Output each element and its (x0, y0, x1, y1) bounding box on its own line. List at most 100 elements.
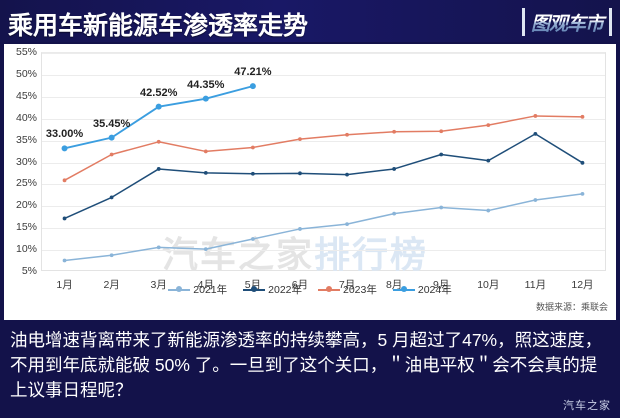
series-point (533, 198, 538, 202)
grid-line (42, 206, 605, 208)
series-point (439, 129, 444, 134)
legend-item-2023年[interactable]: 2023年 (318, 282, 377, 297)
y-axis-tick-label: 10% (15, 243, 37, 256)
series-point (439, 205, 444, 210)
series-point (580, 160, 585, 165)
legend-label: 2024年 (417, 283, 452, 296)
series-point (203, 247, 208, 252)
series-point (109, 152, 114, 157)
data-point-label: 35.45% (92, 117, 131, 130)
grid-line (42, 118, 605, 120)
data-point-label: 42.52% (140, 86, 178, 99)
grid-line (42, 162, 605, 164)
x-axis-tick-label: 7月 (338, 279, 356, 291)
y-axis-tick-label: 20% (15, 199, 37, 212)
series-point (250, 145, 255, 150)
x-axis-tick-label: 3月 (150, 279, 167, 291)
series-point (109, 195, 114, 200)
series-point (250, 237, 255, 241)
legend-item-2024年[interactable]: 2024年 (392, 282, 452, 297)
x-axis-tick-label: 4月 (197, 279, 214, 291)
header-bar: 乘用车新能源车渗透率走势 图观车市 (0, 0, 620, 42)
series-point (62, 258, 67, 263)
grid-line (42, 53, 605, 54)
series-point (203, 170, 208, 175)
legend-swatch-icon (243, 285, 266, 294)
grid-line (42, 228, 605, 230)
series-point (250, 171, 255, 176)
series-point (298, 171, 302, 176)
series-point (298, 227, 302, 231)
series-point (61, 145, 68, 152)
series-point (392, 167, 397, 171)
x-axis-tick-label: 9月 (433, 279, 450, 291)
chart-panel: 5% 10% 15% 20% 25% 30% 35% 40% 45% 50% 55% 汽车之家排行榜… (4, 44, 616, 320)
y-axis-tick-label: 5% (21, 265, 37, 277)
brand-logo: 图观车市 (521, 8, 612, 36)
legend-label: 2023年 (343, 283, 377, 296)
series-point (202, 95, 209, 102)
series-point (580, 114, 585, 119)
legend-item-2022年[interactable]: 2022年 (243, 282, 302, 297)
plot-wrapper: 5% 10% 15% 20% 25% 30% 35% 40% 45% 50% 55% 汽车之家排行榜… (4, 44, 616, 291)
series-line-2023年 (63, 115, 584, 182)
series-point (203, 149, 208, 154)
chart-series-svg (61, 83, 585, 263)
grid-line (42, 250, 605, 252)
data-source-note: 数据来源：乘联会 (535, 302, 608, 312)
y-axis-tick-label: 35% (15, 133, 37, 146)
x-axis-tick-label: 11月 (524, 279, 547, 291)
series-point (109, 253, 114, 258)
series-point (62, 216, 67, 221)
series-line-2021年 (63, 193, 584, 262)
series-point (155, 103, 162, 110)
legend-label: 2022年 (268, 283, 302, 296)
series-point (62, 178, 67, 183)
legend-swatch-icon (318, 285, 340, 294)
series-line-2022年 (63, 133, 584, 220)
page-title: 乘用车新能源车渗透率走势 (8, 12, 309, 40)
data-point-label: 33.00% (45, 128, 84, 141)
data-point-label: 47.21% (234, 66, 272, 79)
series-point (580, 192, 585, 196)
y-axis-tick-label: 45% (15, 89, 37, 102)
y-axis-tick-label: 50% (15, 67, 37, 80)
y-axis-tick-label: 15% (15, 221, 37, 234)
series-point (345, 132, 349, 137)
x-axis-tick-label: 1月 (56, 279, 73, 291)
y-axis-tick-label: 30% (15, 155, 37, 168)
grid-line (42, 140, 605, 142)
series-point (345, 172, 349, 177)
legend-swatch-icon (392, 285, 415, 294)
x-axis-tick-label: 8月 (385, 279, 403, 291)
caption-text: 油电增速背离带来了新能源渗透率的持续攀高，5 月超过了47%，照这速度，不用到年… (10, 330, 603, 400)
legend-label: 2021年 (193, 283, 228, 296)
legend-swatch-icon (168, 285, 191, 294)
y-axis-tick-label: 40% (15, 111, 37, 124)
series-point (156, 139, 161, 144)
series-point (345, 222, 349, 227)
series-point (439, 152, 444, 157)
grid-line (42, 96, 605, 98)
y-axis-tick-label: 55% (15, 46, 37, 58)
y-axis-tick-label: 25% (15, 177, 37, 190)
grid-line (42, 184, 605, 186)
series-point (249, 83, 256, 90)
series-point (156, 167, 161, 171)
series-point (108, 134, 115, 141)
x-axis: 1月 2月 3月 4月 5月 6月 7月 8月 9月 10月 11月 12月 (41, 275, 606, 295)
series-point (156, 245, 161, 250)
series-point (392, 211, 397, 216)
x-axis-tick-label: 6月 (291, 279, 309, 291)
series-point (486, 158, 491, 163)
chart-legend: 2021年 2022年 2023年 2024年 (4, 278, 616, 300)
series-point (533, 114, 538, 118)
x-axis-tick-label: 2月 (103, 279, 120, 291)
series-point (533, 132, 538, 136)
grid-line (42, 74, 605, 76)
x-axis-tick-label: 12月 (571, 279, 594, 291)
legend-item-2021年[interactable]: 2021年 (168, 282, 227, 297)
series-point (298, 137, 302, 142)
series-point (486, 123, 491, 128)
series-point (392, 129, 397, 134)
